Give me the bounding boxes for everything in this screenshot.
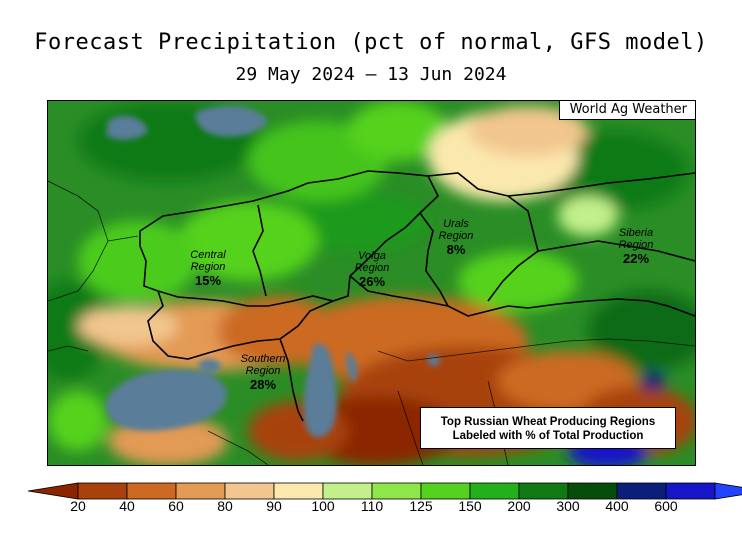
legend-tick-label: 150 [458,498,482,514]
legend-arrow-high [714,482,742,500]
legend-tick-label: 100 [311,498,335,514]
legend-swatch [469,482,520,500]
legend-tick-label: 125 [409,498,433,514]
region-pct: 28% [249,377,277,392]
region-name: Siberia [618,227,654,239]
region-suffix: Region [190,261,226,273]
region-suffix: Region [245,365,281,377]
region-suffix: Region [618,239,654,251]
legend-swatch [567,482,618,500]
legend-tick-label: 600 [654,498,678,514]
note-line-1: Top Russian Wheat Producing Regions [440,416,656,428]
legend-tick-label: 300 [556,498,580,514]
legend-swatch [420,482,471,500]
legend-swatch [175,482,226,500]
legend-arrow-low [27,482,79,500]
region-label-central: Central Region 15% [168,249,248,287]
note-line-2: Labeled with % of Total Production [452,430,644,442]
map-title: Forecast Precipitation (pct of normal, G… [34,30,708,55]
legend-swatch [518,482,569,500]
legend-tick-label: 110 [360,498,384,514]
region-pct: 8% [446,242,466,257]
legend-swatch [371,482,422,500]
legend-swatch [322,482,373,500]
region-name: Central [190,249,226,261]
legend-swatch [665,482,716,500]
date-range: 29 May 2024 — 13 Jun 2024 [235,64,507,85]
region-label-volga: Volga Region 26% [332,250,412,288]
region-pct: 26% [358,274,386,289]
region-label-siberia: Siberia Region 22% [596,227,676,265]
region-suffix: Region [354,262,390,274]
region-boundaries [139,170,695,422]
region-pct: 22% [622,251,650,266]
region-pct: 15% [194,273,222,288]
source-badge: World Ag Weather [558,101,695,120]
legend-swatch [224,482,275,500]
region-label-southern: Southern Region 28% [223,353,303,391]
legend-tick-label: 400 [605,498,629,514]
legend-tick-label: 20 [70,498,86,514]
note-box: Top Russian Wheat Producing Regions Labe… [420,407,676,449]
region-label-urals: Urals Region 8% [416,218,496,256]
legend-swatch [77,482,128,500]
precipitation-map: World Ag Weather Central Region 15% Volg… [47,100,696,466]
color-legend [27,482,742,500]
legend-swatch [126,482,177,500]
legend-tick-label: 200 [507,498,531,514]
legend-tick-label: 40 [119,498,135,514]
region-name: Urals [443,218,469,230]
legend-tick-label: 90 [266,498,282,514]
legend-swatch [616,482,667,500]
legend-tick-label: 60 [168,498,184,514]
water-bodies [105,105,440,438]
region-name: Southern [240,353,286,365]
legend-swatch [273,482,324,500]
region-suffix: Region [438,230,474,242]
legend-tick-label: 80 [217,498,233,514]
region-name: Volga [358,250,386,262]
